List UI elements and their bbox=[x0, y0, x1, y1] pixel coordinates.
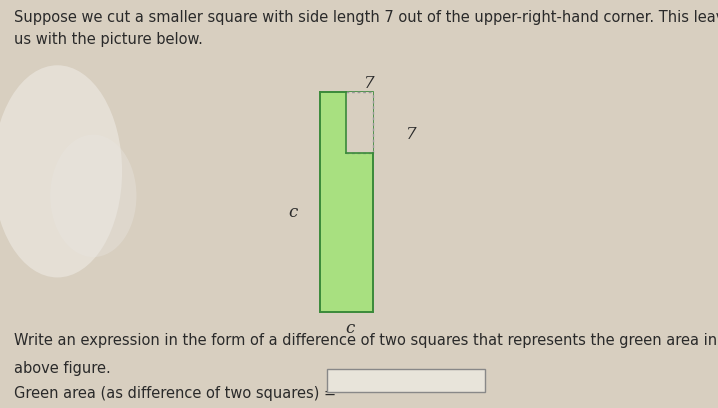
Bar bbox=[327, 369, 485, 392]
Text: 7: 7 bbox=[365, 75, 375, 92]
Ellipse shape bbox=[0, 65, 122, 277]
Bar bbox=[346, 92, 373, 153]
Ellipse shape bbox=[50, 135, 136, 257]
Bar bbox=[320, 92, 373, 312]
Text: Green area (as difference of two squares) =: Green area (as difference of two squares… bbox=[14, 386, 337, 401]
Text: above figure.: above figure. bbox=[14, 361, 111, 376]
Text: Write an expression in the form of a difference of two squares that represents t: Write an expression in the form of a dif… bbox=[14, 333, 718, 348]
Text: c: c bbox=[345, 320, 354, 337]
Text: c: c bbox=[289, 204, 298, 221]
Text: 7: 7 bbox=[406, 126, 416, 143]
Text: Suppose we cut a smaller square with side length 7 out of the upper-right-hand c: Suppose we cut a smaller square with sid… bbox=[14, 10, 718, 47]
